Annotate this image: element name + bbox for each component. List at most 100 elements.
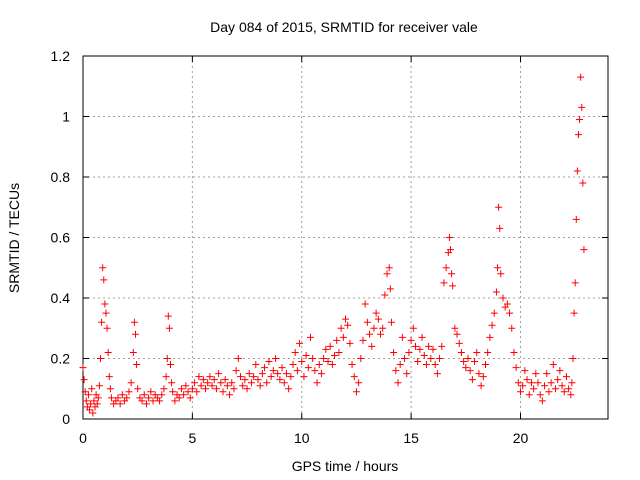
data-point [479, 373, 487, 381]
data-point [574, 131, 582, 139]
data-point [158, 391, 166, 399]
data-point [107, 394, 115, 402]
data-point [184, 388, 192, 396]
data-point [381, 291, 389, 299]
x-tick-label: 10 [294, 430, 310, 446]
data-point [390, 348, 398, 356]
x-axis-label: GPS time / hours [292, 458, 399, 474]
data-point [267, 373, 275, 381]
data-point [333, 336, 341, 344]
data-point [567, 391, 575, 399]
data-point [517, 388, 524, 396]
data-point [195, 373, 203, 381]
data-point [256, 382, 264, 390]
data-point [386, 285, 394, 293]
data-point [315, 361, 323, 369]
data-point [387, 318, 395, 326]
data-point [541, 382, 549, 390]
data-point [162, 373, 170, 381]
data-point [460, 358, 468, 366]
data-point [258, 370, 266, 378]
data-point [177, 385, 185, 393]
data-point [215, 370, 223, 378]
data-point [482, 361, 489, 369]
data-point [344, 321, 352, 329]
data-point [532, 370, 540, 378]
data-point [105, 373, 113, 381]
data-point [545, 388, 553, 396]
y-tick-label: 0.2 [51, 351, 71, 367]
data-point [156, 397, 164, 405]
data-point [370, 324, 378, 332]
data-point [101, 300, 109, 308]
data-point [565, 385, 573, 393]
data-point [445, 234, 453, 241]
data-point [130, 318, 138, 326]
data-point [165, 324, 173, 332]
data-point [453, 330, 461, 338]
data-point [132, 330, 139, 338]
data-point [147, 388, 155, 396]
data-point [241, 376, 249, 384]
data-point [436, 355, 444, 362]
data-point [160, 385, 168, 393]
data-point [272, 355, 279, 362]
data-point [473, 348, 481, 356]
data-point [98, 318, 106, 326]
data-point [523, 376, 531, 384]
data-point [337, 324, 345, 332]
data-point [409, 324, 417, 332]
data-point [455, 339, 463, 347]
data-point [261, 364, 269, 372]
data-point [352, 388, 360, 396]
data-point [191, 379, 199, 387]
data-point [221, 376, 229, 384]
data-point [383, 270, 391, 278]
data-point [123, 394, 131, 402]
data-point [427, 355, 435, 362]
data-point [89, 409, 97, 417]
data-point [471, 358, 479, 366]
data-point [80, 376, 88, 384]
data-point [250, 373, 258, 381]
data-point [403, 370, 411, 378]
data-point [398, 333, 406, 341]
data-point [568, 379, 576, 387]
data-point [133, 361, 141, 369]
data-point [495, 203, 503, 211]
data-point [307, 333, 314, 341]
data-point [490, 309, 498, 317]
data-point [359, 336, 367, 344]
y-tick-label: 0.6 [51, 230, 71, 246]
data-point [99, 264, 107, 272]
data-point [223, 382, 231, 390]
data-point [106, 385, 114, 393]
data-point [468, 376, 476, 384]
data-point [425, 342, 433, 350]
data-point [239, 382, 247, 390]
data-point [414, 358, 422, 366]
data-point [416, 345, 424, 353]
data-point [226, 391, 234, 399]
data-point [462, 364, 470, 372]
data-point [549, 361, 557, 369]
data-point [188, 385, 196, 393]
data-point [335, 348, 343, 356]
axis-ticks: 0 5 10 15 20 0 0.2 0.4 0.6 0.8 1 1.2 [51, 48, 608, 446]
data-point [577, 73, 585, 81]
data-point [363, 318, 371, 326]
data-point [81, 388, 89, 396]
data-point [569, 355, 577, 362]
data-point [164, 312, 172, 320]
data-point [562, 373, 570, 381]
data-point [230, 385, 238, 393]
data-point [570, 309, 578, 317]
data-point [171, 397, 179, 405]
data-point [449, 282, 457, 290]
data-point [163, 355, 171, 362]
data-point [167, 361, 174, 369]
data-point [457, 348, 465, 356]
data-point [280, 379, 288, 387]
data-point [93, 400, 101, 408]
data-point [296, 339, 304, 347]
